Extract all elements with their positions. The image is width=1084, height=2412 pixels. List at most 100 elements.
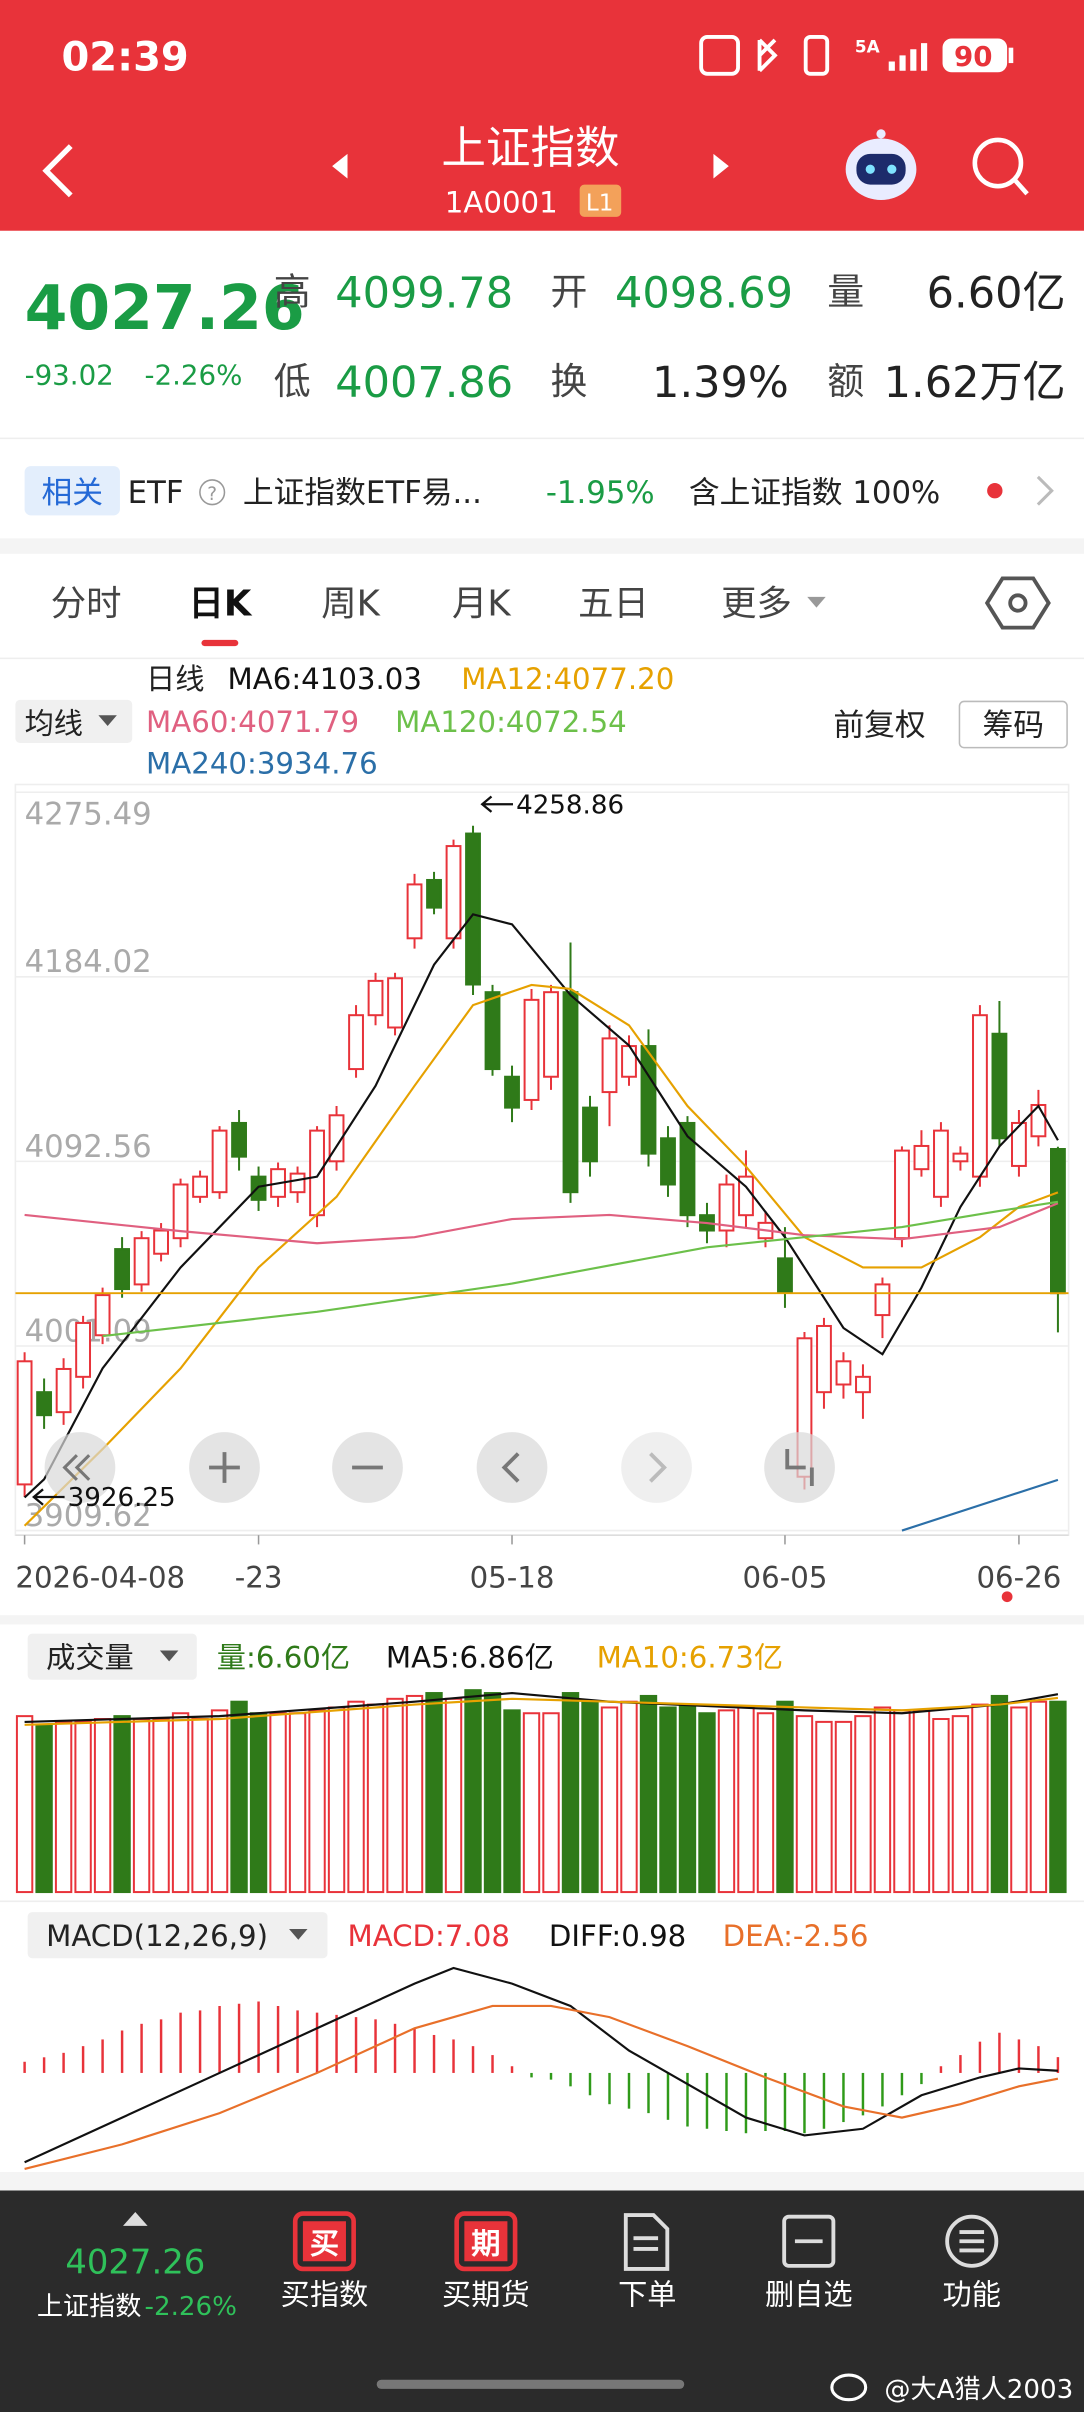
- value-label: MACD:7.08: [347, 1919, 509, 1953]
- price-change: -93.02: [25, 359, 114, 392]
- indicator-line: [24, 1202, 1059, 1245]
- candle-body: [55, 1367, 72, 1414]
- scroll-right[interactable]: [621, 1432, 692, 1503]
- nav-item[interactable]: 期 买期货: [442, 2211, 530, 2312]
- field-label: 换: [550, 360, 587, 403]
- ma-button-bg[interactable]: [15, 699, 133, 743]
- volume-bar: [230, 1700, 248, 1894]
- x-tick-label: 06-05: [743, 1560, 828, 1594]
- tab[interactable]: 分时: [51, 583, 122, 624]
- field-value: 1.39%: [652, 358, 789, 408]
- chips-button-bg[interactable]: [958, 700, 1068, 749]
- candle-body: [16, 1360, 33, 1486]
- volume-bar: [74, 1720, 92, 1894]
- icon: [501, 1452, 520, 1483]
- status-time: 02:39: [62, 35, 189, 81]
- volume-bar: [483, 1692, 502, 1894]
- volume-bar: [815, 1720, 833, 1894]
- nav-label: 买期货: [442, 2277, 530, 2311]
- back-button[interactable]: [42, 144, 73, 198]
- candle-body: [640, 1045, 657, 1155]
- volume-selector-bg[interactable]: [27, 1633, 197, 1680]
- expand-arrow[interactable]: [123, 2212, 148, 2226]
- tab[interactable]: 周K: [321, 583, 380, 624]
- battery-level: 90: [954, 40, 993, 73]
- candle-body: [835, 1360, 852, 1386]
- candle-body: [913, 1144, 930, 1171]
- indicator-line: [24, 1966, 1058, 2164]
- y-tick-label: 4275.49: [25, 797, 152, 833]
- nav-name: 上证指数: [37, 2292, 141, 2322]
- candle-body: [153, 1229, 169, 1255]
- candle-body: [348, 1014, 364, 1071]
- legend-item: DIFF:0.98: [549, 1919, 686, 1953]
- nav-item[interactable]: 删自选: [765, 2214, 853, 2312]
- macd-selector-bg[interactable]: [27, 1912, 328, 1959]
- icon: [62, 1454, 91, 1481]
- tab[interactable]: 月K: [452, 583, 511, 624]
- nav-item[interactable]: 功能: [943, 2214, 1001, 2312]
- related-name: 上证指数ETF易...: [243, 475, 482, 511]
- tab[interactable]: 五日: [578, 583, 649, 624]
- candle-body: [894, 1149, 910, 1240]
- volume-bar: [522, 1712, 541, 1894]
- volume-bar: [93, 1718, 112, 1894]
- candle-body: [192, 1175, 208, 1198]
- volume-bar: [269, 1712, 287, 1894]
- icon: [649, 1452, 667, 1483]
- volume-bar: [561, 1692, 580, 1894]
- next-index[interactable]: [713, 153, 729, 179]
- volume-bar: [1049, 1700, 1067, 1894]
- volume-bar: [210, 1709, 229, 1894]
- related-tag: 相关: [42, 475, 104, 511]
- signal-icon: [888, 43, 928, 71]
- volume-bar: [581, 1700, 599, 1894]
- candle-body: [36, 1391, 53, 1417]
- volume-bar: [776, 1700, 794, 1894]
- tab-active[interactable]: 日K: [188, 583, 252, 624]
- candle-body: [562, 991, 579, 1194]
- x-tick-label: 06-26: [976, 1560, 1061, 1594]
- nav-change: -2.26%: [145, 2292, 237, 2322]
- volume-bar: [308, 1709, 326, 1894]
- indicator-line: [901, 1478, 1059, 1532]
- volume-bar: [990, 1694, 1009, 1894]
- candle-body: [426, 878, 442, 909]
- volume-bar: [444, 1697, 463, 1894]
- tab[interactable]: 更多: [721, 583, 792, 624]
- last-price: 4027.26: [25, 272, 305, 344]
- volume-bar: [912, 1709, 931, 1894]
- zoom-first[interactable]: [44, 1432, 116, 1503]
- dropdown-arrow: [98, 715, 117, 727]
- settings-button[interactable]: [984, 576, 1051, 630]
- adjust-button[interactable]: 前复权: [833, 707, 925, 743]
- volume-bar: [620, 1700, 638, 1894]
- volume-bar: [542, 1712, 560, 1894]
- candle-body: [406, 883, 423, 940]
- nav-icon: 买: [310, 2227, 339, 2261]
- scroll-left[interactable]: [476, 1432, 548, 1503]
- ma-button[interactable]: 均线: [25, 707, 83, 741]
- nav-item[interactable]: 下单: [618, 2213, 677, 2311]
- volume-bar: [698, 1712, 716, 1894]
- candle-body: [660, 1137, 676, 1186]
- field-label: 开: [550, 271, 587, 314]
- watermark: @大A猎人2003: [884, 2375, 1073, 2405]
- nav-item[interactable]: 买 买指数: [281, 2211, 369, 2312]
- home-indicator: [376, 2379, 685, 2389]
- chips-button[interactable]: 筹码: [983, 707, 1045, 743]
- candle-body: [1011, 1121, 1027, 1167]
- prev-index[interactable]: [332, 153, 348, 179]
- legend-item: MA10:6.73亿: [597, 1640, 783, 1674]
- related-row[interactable]: 相关 ETF ? 上证指数ETF易... -1.95% 含上证指数 100%: [24, 466, 1054, 516]
- related-change: -1.95%: [546, 475, 655, 511]
- field-value: 4098.69: [615, 269, 793, 319]
- candle-body: [387, 977, 403, 1029]
- icon: [785, 1449, 814, 1486]
- volume-bar: [678, 1703, 697, 1894]
- robot-icon[interactable]: [845, 129, 917, 200]
- volume-bar: [932, 1718, 950, 1894]
- dropdown-arrow: [159, 1650, 179, 1662]
- search-button[interactable]: [972, 137, 1029, 196]
